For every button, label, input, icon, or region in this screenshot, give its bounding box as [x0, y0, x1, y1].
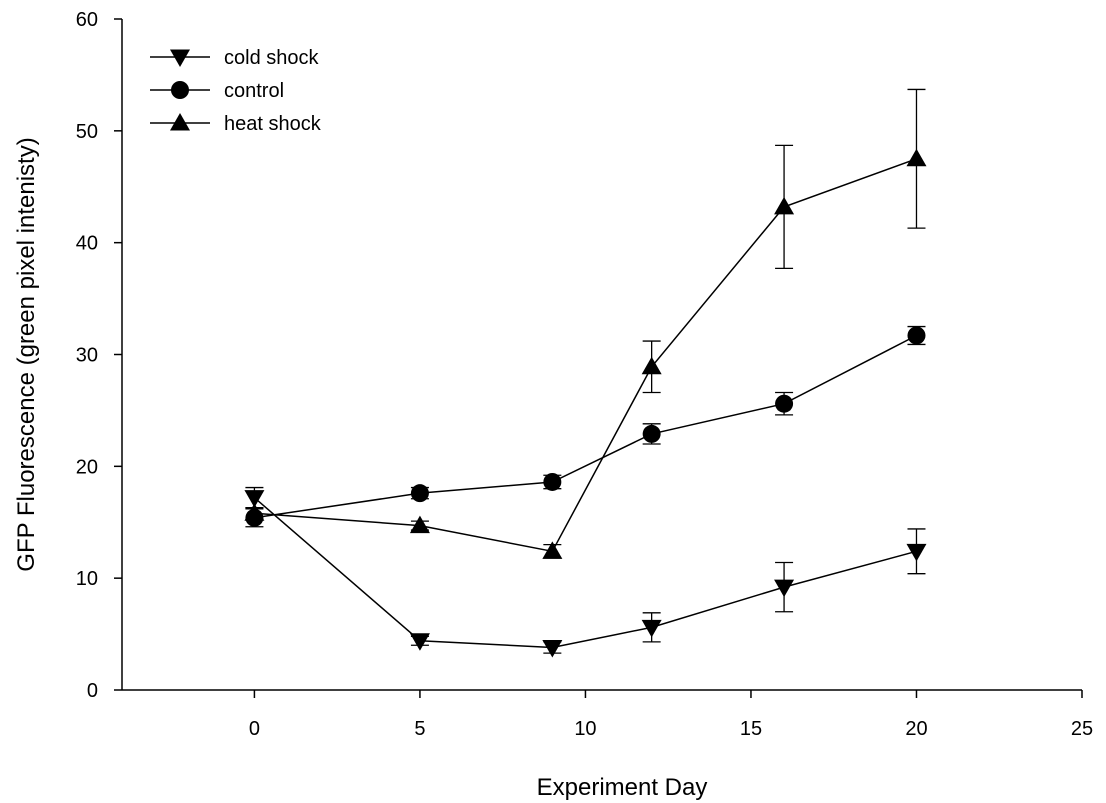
- data-point-cold-shock: [542, 640, 563, 658]
- data-point-cold-shock: [774, 579, 795, 598]
- data-point-heat-shock: [409, 515, 430, 534]
- data-point-cold-shock: [641, 619, 662, 638]
- data-point-cold-shock: [906, 543, 927, 562]
- legend-label: control: [224, 80, 284, 102]
- legend-item-cold-shock: cold shock: [150, 47, 319, 69]
- data-point-control: [410, 484, 429, 503]
- x-axis-title: Experiment Day: [537, 774, 708, 801]
- legend-item-control: control: [150, 80, 284, 102]
- data-point-control: [907, 326, 926, 345]
- series-layer: [244, 88, 927, 658]
- y-tick-label: 50: [76, 121, 98, 143]
- data-point-control: [543, 472, 562, 491]
- data-point-cold-shock: [409, 633, 430, 651]
- data-point-control: [642, 424, 661, 443]
- x-tick-label: 10: [574, 718, 596, 740]
- legend-item-heat-shock: heat shock: [150, 113, 322, 135]
- axis-ticks: 0 5 10 15 20 25 0 10 20 30 40 50 60: [76, 9, 1093, 740]
- series-line-cold-shock: [253, 497, 917, 649]
- series-heat-shock: [244, 88, 927, 559]
- legend-marker: [171, 81, 189, 99]
- legend-marker: [170, 113, 190, 131]
- series-line-heat-shock: [254, 158, 917, 553]
- data-point-heat-shock: [906, 148, 927, 167]
- data-point-control: [775, 394, 794, 413]
- legend: cold shock control heat shock: [150, 47, 322, 135]
- data-point-heat-shock: [542, 541, 563, 559]
- x-tick-label: 0: [249, 718, 260, 740]
- y-tick-label: 10: [76, 568, 98, 590]
- x-tick-label: 20: [905, 718, 927, 740]
- y-axis-title: GFP Fluorescence (green pixel intenisty): [13, 137, 40, 571]
- y-tick-label: 40: [76, 233, 98, 255]
- legend-label: cold shock: [224, 47, 319, 69]
- legend-label: heat shock: [224, 113, 322, 135]
- y-tick-label: 30: [76, 345, 98, 367]
- series-control: [245, 325, 926, 528]
- data-point-heat-shock: [641, 356, 662, 375]
- y-tick-label: 0: [87, 680, 98, 702]
- x-tick-label: 15: [740, 718, 762, 740]
- data-point-heat-shock: [774, 196, 795, 215]
- legend-marker: [170, 49, 190, 67]
- x-tick-label: 5: [414, 718, 425, 740]
- x-tick-label: 25: [1071, 718, 1093, 740]
- data-point-cold-shock: [244, 490, 265, 508]
- y-tick-label: 20: [76, 456, 98, 478]
- series-cold-shock: [244, 486, 927, 658]
- y-tick-label: 60: [76, 9, 98, 31]
- data-point-heat-shock: [244, 503, 265, 521]
